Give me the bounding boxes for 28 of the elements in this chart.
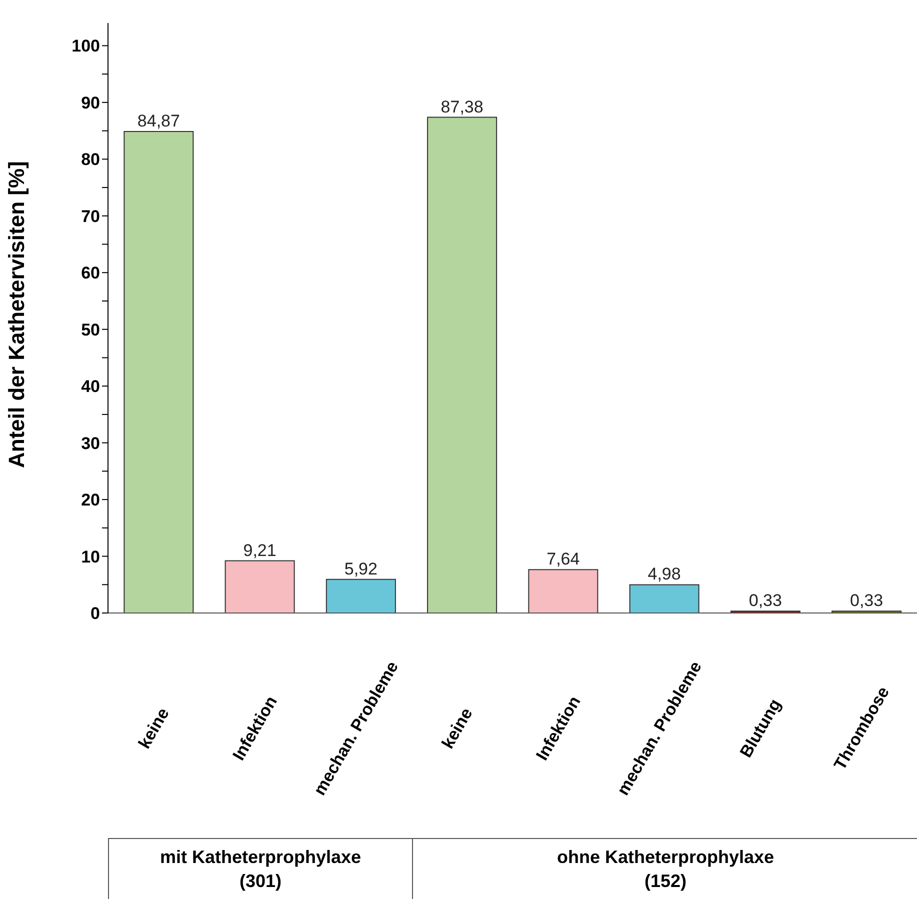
y-tick-label: 70 xyxy=(81,206,100,226)
data-label: 7,64 xyxy=(546,550,580,569)
y-tick-label: 30 xyxy=(81,434,100,453)
bar xyxy=(629,584,700,613)
y-tick-label: 100 xyxy=(72,36,100,56)
data-label: 0,33 xyxy=(748,591,782,610)
text: ohne Katheterprophylaxe (152) xyxy=(556,846,776,893)
data-label: 87,38 xyxy=(440,97,484,116)
data-label: 5,92 xyxy=(344,559,378,578)
y-tick-label: 80 xyxy=(81,150,100,170)
y-axis-title: Anteil der Kathetervisiten [%] xyxy=(4,161,29,468)
data-label: 9,21 xyxy=(243,540,276,560)
bar xyxy=(528,569,598,613)
bar xyxy=(427,116,498,613)
y-tick-label: 0 xyxy=(90,604,100,624)
bar xyxy=(224,560,295,613)
y-tick-label: 20 xyxy=(81,490,100,510)
y-tick-label: 90 xyxy=(81,93,100,112)
y-tick-label: 60 xyxy=(81,264,100,283)
y-tick-label: 40 xyxy=(81,377,100,396)
bar xyxy=(326,578,396,613)
bar xyxy=(124,131,194,613)
y-tick-label: 50 xyxy=(81,320,100,340)
data-label: 4,98 xyxy=(648,564,681,584)
data-label: 0,33 xyxy=(850,591,884,610)
text: mit Katheterprophylaxe (301) xyxy=(109,839,413,899)
y-tick-label: 10 xyxy=(81,547,100,566)
data-label: 84,87 xyxy=(137,112,180,131)
